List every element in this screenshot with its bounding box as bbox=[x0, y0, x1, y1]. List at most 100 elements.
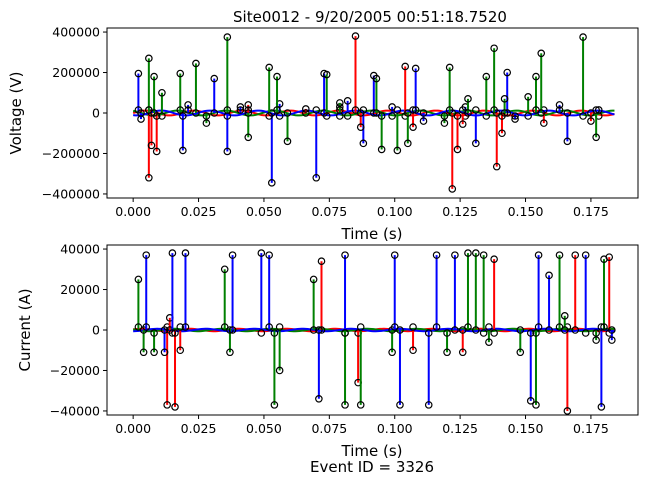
current-peak-marker bbox=[396, 401, 404, 409]
current-peak-marker bbox=[571, 251, 580, 259]
voltage-sample-marker bbox=[453, 112, 462, 120]
current-sample-marker bbox=[396, 326, 404, 334]
voltage-sample-marker bbox=[301, 109, 310, 117]
current-peak-marker bbox=[409, 346, 417, 355]
current-sample-marker bbox=[532, 329, 540, 337]
current-sample-marker bbox=[432, 323, 441, 331]
current-xtick-label: 0.050 bbox=[246, 421, 282, 436]
current-peak-marker bbox=[555, 251, 564, 259]
voltage-peak-marker bbox=[419, 117, 428, 125]
voltage-sample-marker bbox=[158, 112, 166, 120]
current-peak-marker bbox=[388, 348, 396, 357]
voltage-peak-marker bbox=[184, 101, 192, 109]
current-sample-marker bbox=[451, 326, 459, 334]
voltage-peak-marker bbox=[372, 74, 381, 83]
voltage-peak-marker bbox=[145, 173, 153, 182]
current-sample-marker bbox=[150, 329, 158, 337]
voltage-peak-marker bbox=[283, 137, 292, 146]
voltage-peak-marker bbox=[498, 129, 506, 138]
voltage-sample-marker bbox=[411, 106, 420, 114]
voltage-peak-marker bbox=[411, 64, 420, 73]
current-peak-marker bbox=[608, 336, 616, 344]
voltage-peak-marker bbox=[579, 33, 587, 41]
voltage-sample-marker bbox=[537, 109, 546, 117]
current-peak-marker bbox=[563, 407, 572, 415]
voltage-sample-marker bbox=[579, 112, 587, 120]
voltage-peak-marker bbox=[356, 123, 365, 131]
current-xlabel: Time (s) bbox=[341, 442, 403, 460]
voltage-peak-marker bbox=[592, 133, 600, 142]
current-peak-marker bbox=[168, 249, 177, 257]
voltage-xtick-label: 0.000 bbox=[115, 204, 151, 219]
current-peak-marker bbox=[458, 348, 467, 357]
voltage-ytick-label: 0 bbox=[92, 106, 100, 121]
voltage-peak-marker bbox=[134, 69, 143, 78]
current-xtick-label: 0.025 bbox=[181, 421, 217, 436]
voltage-sample-marker bbox=[336, 106, 344, 114]
voltage-peak-marker bbox=[409, 123, 417, 131]
current-peak-marker bbox=[220, 265, 229, 274]
current-peak-marker bbox=[341, 401, 349, 409]
voltage-peak-marker bbox=[464, 95, 472, 103]
current-peak-marker bbox=[163, 401, 171, 409]
voltage-sample-marker bbox=[184, 106, 192, 114]
current-sample-marker bbox=[485, 323, 493, 331]
voltage-peak-marker bbox=[267, 179, 276, 187]
voltage-peak-marker bbox=[524, 93, 532, 101]
current-xtick-label: 0.175 bbox=[573, 421, 609, 436]
voltage-xtick-label: 0.075 bbox=[311, 204, 347, 219]
current-axes: 0.000 0.025 0.050 0.075 0.100 0.125 0.150 0.175… bbox=[16, 242, 639, 460]
current-peak-marker bbox=[270, 401, 279, 409]
voltage-sample-marker bbox=[445, 106, 454, 114]
voltage-peak-marker bbox=[537, 49, 546, 58]
current-peak-marker bbox=[134, 275, 143, 284]
current-xtick-label: 0.100 bbox=[377, 421, 413, 436]
voltage-xtick-label: 0.025 bbox=[181, 204, 217, 219]
current-peak-marker bbox=[341, 251, 349, 259]
voltage-peak-marker bbox=[482, 72, 491, 81]
voltage-peak-marker bbox=[192, 59, 200, 68]
current-peak-marker bbox=[600, 255, 608, 263]
current-peak-marker bbox=[176, 346, 185, 355]
voltage-peak-marker bbox=[445, 63, 454, 72]
voltage-sample-marker bbox=[192, 109, 200, 117]
current-xtick-label: 0.000 bbox=[115, 421, 151, 436]
voltage-sample-marker bbox=[377, 112, 386, 120]
voltage-peak-marker bbox=[152, 147, 161, 156]
voltage-xlabel: Time (s) bbox=[341, 225, 403, 243]
current-sample-marker bbox=[160, 326, 169, 334]
current-peak-marker bbox=[356, 401, 365, 409]
voltage-xtick-label: 0.100 bbox=[377, 204, 413, 219]
current-sample-marker bbox=[464, 323, 472, 331]
voltage-peak-marker bbox=[322, 70, 331, 79]
event-id-label: Event ID = 3326 bbox=[310, 458, 434, 476]
voltage-peak-marker bbox=[563, 137, 572, 146]
current-peak-marker bbox=[464, 249, 472, 257]
current-sample-marker bbox=[592, 329, 600, 337]
voltage-peak-marker bbox=[404, 139, 412, 148]
current-sample-marker bbox=[600, 323, 608, 331]
voltage-sample-marker bbox=[137, 109, 145, 117]
voltage-sample-marker bbox=[236, 106, 245, 114]
voltage-peak-marker bbox=[458, 120, 467, 128]
voltage-sample-marker bbox=[404, 109, 412, 117]
voltage-axes: 0.000 0.025 0.050 0.075 0.100 0.125 0.150 0.175… bbox=[7, 25, 639, 243]
current-peak-marker bbox=[317, 257, 326, 265]
current-sample-marker bbox=[490, 329, 498, 337]
current-peak-marker bbox=[265, 251, 273, 259]
voltage-peak-marker bbox=[150, 72, 158, 81]
current-peak-marker bbox=[516, 348, 525, 357]
voltage-sample-marker bbox=[524, 112, 532, 120]
current-sample-marker bbox=[581, 329, 590, 337]
current-peak-marker bbox=[309, 275, 318, 284]
voltage-sample-marker bbox=[393, 106, 402, 114]
current-peak-marker bbox=[226, 348, 234, 357]
current-sample-marker bbox=[409, 323, 417, 331]
voltage-sample-marker bbox=[265, 112, 273, 120]
voltage-peak-marker bbox=[377, 145, 386, 154]
voltage-peak-marker bbox=[179, 146, 187, 155]
voltage-sample-marker bbox=[482, 112, 491, 120]
voltage-sample-marker bbox=[440, 112, 449, 120]
current-sample-marker bbox=[181, 323, 190, 331]
